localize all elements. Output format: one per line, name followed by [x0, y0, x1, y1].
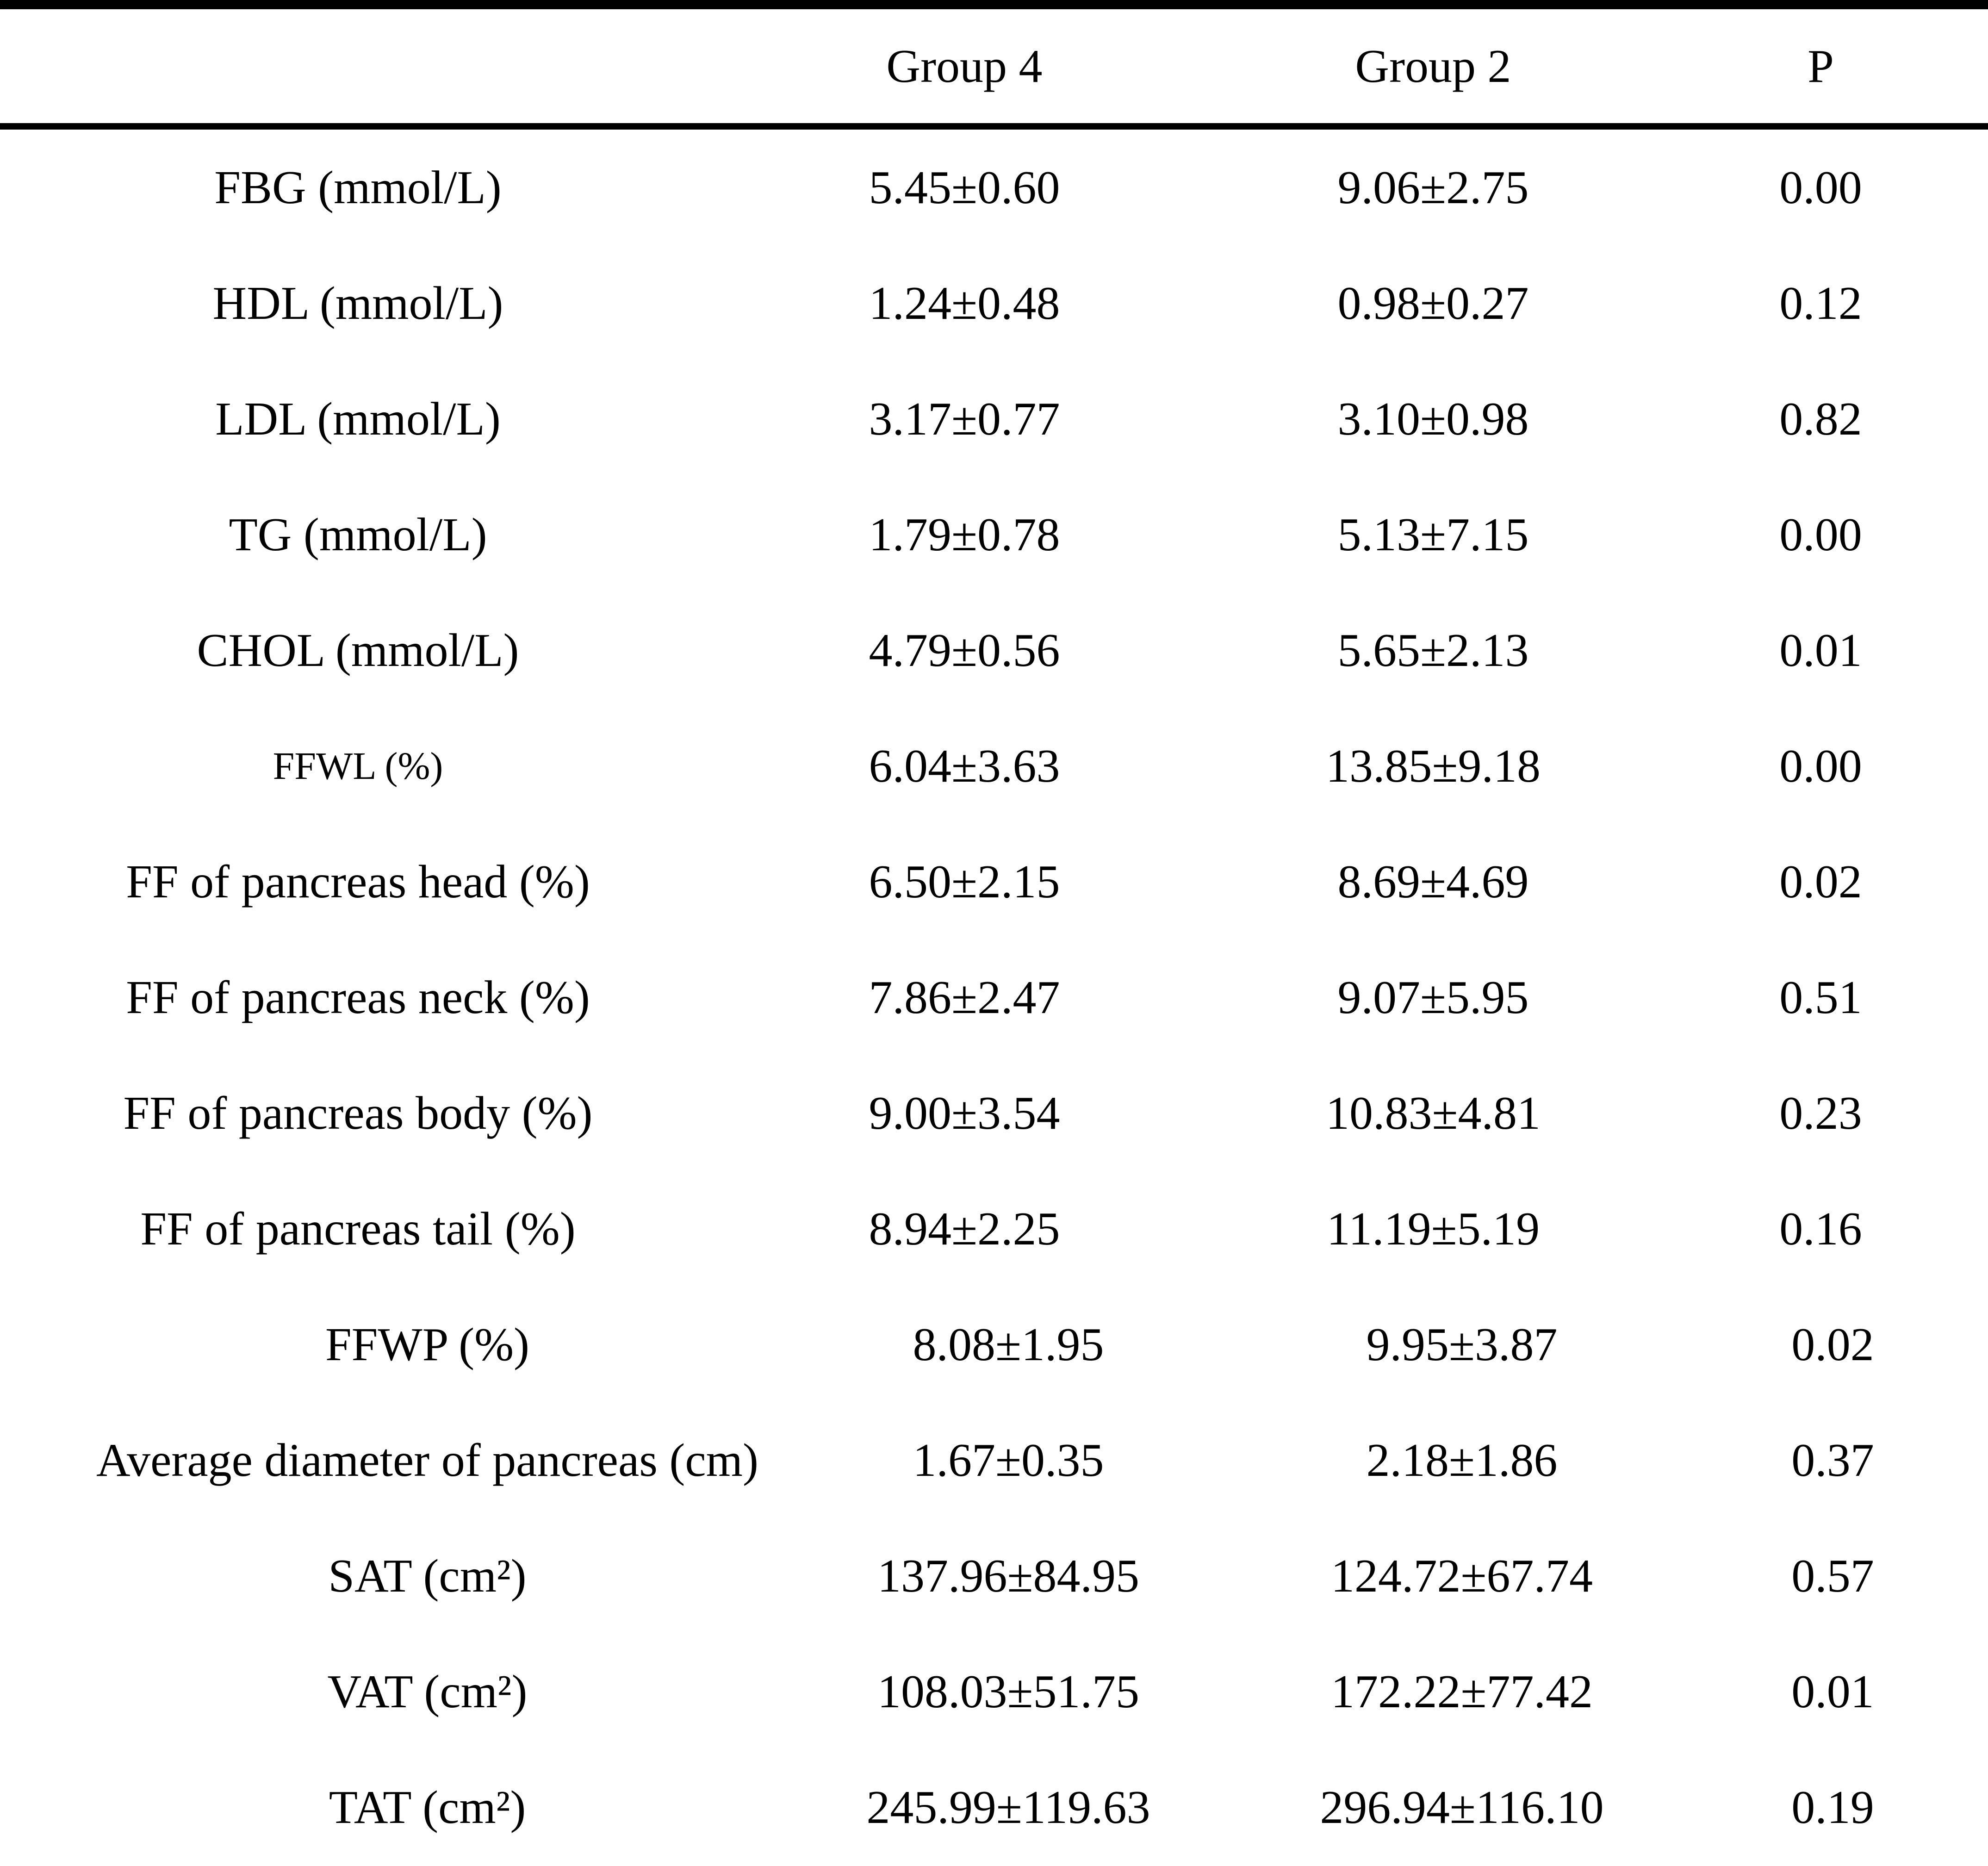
group2-value: 2.18±1.86 — [1366, 1434, 1558, 1487]
group4-value: 108.03±51.75 — [877, 1665, 1139, 1718]
group4-value: 3.17±0.77 — [869, 392, 1060, 445]
p-value: 0.51 — [1779, 971, 1862, 1024]
group4-value: 137.96±84.95 — [877, 1549, 1139, 1602]
p-value: 0.01 — [1779, 624, 1862, 677]
header-group4: Group 4 — [886, 40, 1043, 93]
group4-value: 6.04±3.63 — [869, 740, 1060, 792]
p-value: 0.02 — [1791, 1318, 1874, 1371]
group2-value: 296.94±116.10 — [1320, 1781, 1604, 1834]
table-row-ff-body: FF of pancreas body (%) 9.00±3.54 10.83±… — [0, 1055, 1988, 1171]
row-label: SAT (cm²) — [328, 1549, 527, 1602]
table-row-chol: CHOL (mmol/L) 4.79±0.56 5.65±2.13 0.01 — [0, 592, 1988, 708]
group2-value: 124.72±67.74 — [1331, 1549, 1593, 1602]
group4-value: 7.86±2.47 — [869, 971, 1060, 1024]
table-row-ff-head: FF of pancreas head (%) 6.50±2.15 8.69±4… — [0, 824, 1988, 939]
table-row-ff-tail: FF of pancreas tail (%) 8.94±2.25 11.19±… — [0, 1171, 1988, 1287]
group2-value: 3.10±0.98 — [1337, 392, 1529, 445]
table-row-ldl: LDL (mmol/L) 3.17±0.77 3.10±0.98 0.82 — [0, 361, 1988, 477]
row-label: FF of pancreas head (%) — [126, 855, 590, 908]
group4-value: 6.50±2.15 — [869, 855, 1060, 908]
row-label: HDL (mmol/L) — [212, 277, 503, 330]
row-label: TAT (cm²) — [329, 1781, 526, 1834]
table-row-avg-diameter: Average diameter of pancreas (cm) 1.67±0… — [0, 1402, 1988, 1518]
row-label: CHOL (mmol/L) — [197, 624, 519, 677]
group2-value: 9.06±2.75 — [1337, 161, 1529, 214]
group4-value: 8.08±1.95 — [913, 1318, 1104, 1371]
table-row-ffwl: FFWL (%) 6.04±3.63 13.85±9.18 0.00 — [0, 708, 1988, 824]
header-p: P — [1808, 40, 1834, 93]
row-label: FFWP (%) — [325, 1318, 530, 1371]
group4-value: 5.45±0.60 — [869, 161, 1060, 214]
table-header-separator-rule — [0, 123, 1988, 130]
group4-value: 8.94±2.25 — [869, 1202, 1060, 1255]
header-group2: Group 2 — [1355, 40, 1511, 93]
p-value: 0.16 — [1779, 1202, 1862, 1255]
p-value: 0.37 — [1791, 1434, 1874, 1487]
table-body: FBG (mmol/L) 5.45±0.60 9.06±2.75 0.00 HD… — [0, 130, 1988, 1865]
p-value: 0.82 — [1779, 392, 1862, 445]
table-top-rule — [0, 0, 1988, 9]
table-row-fbg: FBG (mmol/L) 5.45±0.60 9.06±2.75 0.00 — [0, 130, 1988, 245]
group4-value: 1.24±0.48 — [869, 277, 1060, 330]
p-value: 0.00 — [1779, 508, 1862, 561]
group2-value: 13.85±9.18 — [1326, 740, 1541, 792]
p-value: 0.19 — [1791, 1781, 1874, 1834]
row-label: FF of pancreas body (%) — [123, 1087, 593, 1139]
p-value: 0.01 — [1791, 1665, 1874, 1718]
row-label: VAT (cm²) — [327, 1665, 528, 1718]
p-value: 0.57 — [1791, 1549, 1874, 1602]
table-row-tg: TG (mmol/L) 1.79±0.78 5.13±7.15 0.00 — [0, 477, 1988, 592]
p-value: 0.02 — [1779, 855, 1862, 908]
p-value: 0.23 — [1779, 1087, 1862, 1139]
group4-value: 245.99±119.63 — [866, 1781, 1150, 1834]
group2-value: 9.07±5.95 — [1337, 971, 1529, 1024]
p-value: 0.00 — [1779, 161, 1862, 214]
group2-value: 9.95±3.87 — [1366, 1318, 1558, 1371]
table-row-ff-neck: FF of pancreas neck (%) 7.86±2.47 9.07±5… — [0, 939, 1988, 1055]
table-row-ffwp: FFWP (%) 8.08±1.95 9.95±3.87 0.02 — [0, 1287, 1988, 1402]
group4-value: 1.67±0.35 — [913, 1434, 1104, 1487]
p-value: 0.12 — [1779, 277, 1862, 330]
table-row-hdl: HDL (mmol/L) 1.24±0.48 0.98±0.27 0.12 — [0, 245, 1988, 361]
p-value: 0.00 — [1779, 740, 1862, 792]
table-row-vat: VAT (cm²) 108.03±51.75 172.22±77.42 0.01 — [0, 1634, 1988, 1749]
row-label: FBG (mmol/L) — [214, 161, 502, 214]
row-label: FFWL (%) — [273, 744, 443, 788]
group4-value: 9.00±3.54 — [869, 1087, 1060, 1139]
group2-value: 11.19±5.19 — [1326, 1202, 1540, 1255]
table-header-row: Group 4 Group 2 P — [0, 9, 1988, 123]
group2-value: 0.98±0.27 — [1337, 277, 1529, 330]
row-label: LDL (mmol/L) — [215, 392, 501, 445]
table-row-sat: SAT (cm²) 137.96±84.95 124.72±67.74 0.57 — [0, 1518, 1988, 1634]
group2-value: 5.65±2.13 — [1337, 624, 1529, 677]
group2-value: 5.13±7.15 — [1337, 508, 1529, 561]
row-label: TG (mmol/L) — [229, 508, 487, 561]
row-label: FF of pancreas tail (%) — [140, 1202, 576, 1255]
group2-value: 172.22±77.42 — [1331, 1665, 1593, 1718]
group2-value: 10.83±4.81 — [1326, 1087, 1541, 1139]
row-label: Average diameter of pancreas (cm) — [96, 1434, 758, 1487]
group4-value: 1.79±0.78 — [869, 508, 1060, 561]
group2-value: 8.69±4.69 — [1337, 855, 1529, 908]
row-label: FF of pancreas neck (%) — [126, 971, 590, 1024]
group4-value: 4.79±0.56 — [869, 624, 1060, 677]
table-row-tat: TAT (cm²) 245.99±119.63 296.94±116.10 0.… — [0, 1749, 1988, 1865]
